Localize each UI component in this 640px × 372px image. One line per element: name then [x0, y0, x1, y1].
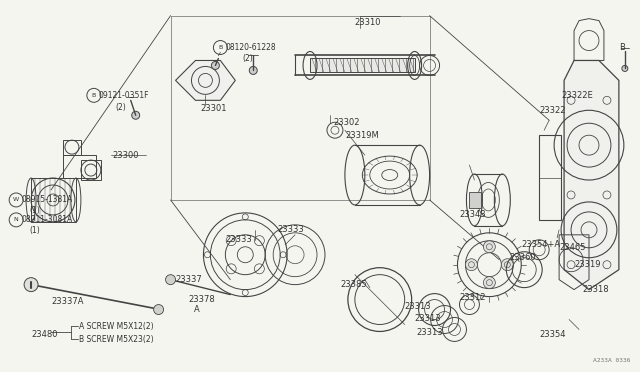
- Text: 23333: 23333: [225, 235, 252, 244]
- Text: 23378: 23378: [189, 295, 215, 304]
- Text: 23312: 23312: [460, 293, 486, 302]
- Text: 23302: 23302: [333, 118, 360, 127]
- Text: (1): (1): [29, 226, 40, 235]
- Text: 23313: 23313: [415, 314, 441, 323]
- Text: 23301: 23301: [200, 104, 227, 113]
- Bar: [469, 192, 481, 208]
- Text: B: B: [92, 93, 96, 98]
- Text: 23337A: 23337A: [51, 297, 83, 306]
- Text: 23322E: 23322E: [561, 91, 593, 100]
- Text: 23319: 23319: [574, 260, 600, 269]
- Text: 23313: 23313: [417, 328, 444, 337]
- Text: 23313: 23313: [404, 302, 431, 311]
- Text: 23319M: 23319M: [345, 131, 379, 140]
- Text: A233A 0336: A233A 0336: [593, 358, 631, 363]
- Circle shape: [501, 259, 513, 271]
- Text: B: B: [218, 45, 223, 50]
- Circle shape: [465, 259, 477, 271]
- Text: 23385: 23385: [340, 280, 367, 289]
- Circle shape: [249, 67, 257, 74]
- Circle shape: [166, 275, 175, 285]
- Text: 08120-61228: 08120-61228: [225, 43, 276, 52]
- Text: 23465: 23465: [559, 243, 586, 252]
- Text: 23310: 23310: [355, 18, 381, 27]
- Circle shape: [622, 65, 628, 71]
- Text: 23322: 23322: [539, 106, 566, 115]
- Text: 23318: 23318: [582, 285, 609, 294]
- Text: 09121-0351F: 09121-0351F: [99, 91, 149, 100]
- Bar: [539, 135, 561, 220]
- Circle shape: [132, 111, 140, 119]
- Text: 23333: 23333: [277, 225, 304, 234]
- Text: N: N: [14, 217, 19, 222]
- Text: A: A: [193, 305, 199, 314]
- Text: (1): (1): [29, 206, 40, 215]
- Text: 23343: 23343: [460, 211, 486, 219]
- Polygon shape: [310, 58, 415, 73]
- Text: 23300: 23300: [113, 151, 140, 160]
- Circle shape: [483, 277, 495, 289]
- Text: 23360: 23360: [509, 253, 536, 262]
- Text: 23480: 23480: [31, 330, 58, 339]
- Text: 23337: 23337: [175, 275, 202, 284]
- Polygon shape: [564, 61, 619, 290]
- Text: 23354: 23354: [539, 330, 566, 339]
- Text: B: B: [619, 43, 625, 52]
- Text: A SCREW M5X12(2): A SCREW M5X12(2): [79, 322, 154, 331]
- Text: (2): (2): [243, 54, 253, 63]
- Text: (2): (2): [116, 103, 127, 112]
- Text: 08911-3081A: 08911-3081A: [21, 215, 72, 224]
- Circle shape: [24, 278, 38, 292]
- Text: W: W: [13, 198, 19, 202]
- Text: B SCREW M5X23(2): B SCREW M5X23(2): [79, 335, 154, 344]
- Text: 08915-1381A: 08915-1381A: [21, 195, 72, 205]
- Circle shape: [211, 61, 220, 70]
- Text: 23354+A: 23354+A: [521, 240, 561, 249]
- Circle shape: [483, 241, 495, 253]
- Circle shape: [154, 305, 164, 314]
- Polygon shape: [175, 61, 236, 100]
